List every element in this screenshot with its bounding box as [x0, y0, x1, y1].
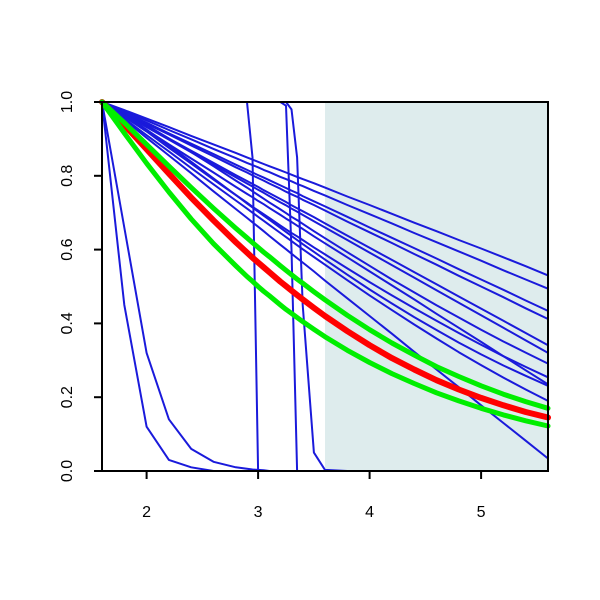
series-line-12 — [101, 101, 549, 354]
y-tick-label: 0.8 — [59, 165, 76, 187]
y-tick-label: 1.0 — [59, 91, 76, 113]
series-line-15 — [101, 101, 549, 277]
series-line-9 — [101, 101, 549, 387]
plot-frame — [101, 101, 549, 472]
x-tick-label: 5 — [477, 504, 486, 521]
series-line-10 — [101, 101, 549, 402]
series-line-16 — [101, 101, 549, 312]
y-tick-label: 0.2 — [59, 386, 76, 408]
x-tick-label: 3 — [254, 504, 263, 521]
series-line-17 — [101, 101, 549, 386]
axis-layer: 2 3 4 5 0.0 0.2 0.4 0.6 0.8 1.0 — [59, 91, 549, 521]
x-tick-label: 2 — [142, 504, 151, 521]
series-line-11 — [101, 101, 549, 347]
series-line-19 — [99, 99, 551, 411]
series-line-6 — [101, 101, 549, 460]
x-tick-label: 4 — [365, 504, 374, 521]
y-tick-label: 0.6 — [59, 238, 76, 260]
series-line-8 — [101, 101, 549, 379]
series-line-13 — [101, 101, 549, 320]
series-line-20 — [99, 99, 551, 429]
y-tick-label: 0.4 — [59, 312, 76, 334]
y-tick-label: 0.0 — [59, 460, 76, 482]
series-line-14 — [101, 101, 549, 290]
series-line-18 — [99, 99, 551, 421]
